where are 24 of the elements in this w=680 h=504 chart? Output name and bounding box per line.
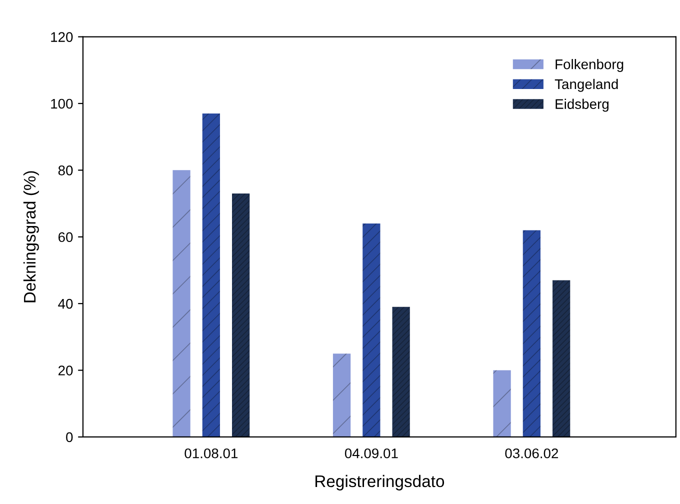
y-tick-label: 80 <box>58 166 73 176</box>
y-tick-label: 40 <box>58 298 73 309</box>
bar <box>332 354 351 437</box>
x-tick-label: 04.09.01 <box>344 448 398 458</box>
bar <box>522 230 540 437</box>
y-tick-label: 60 <box>58 232 73 242</box>
legend-label: Folkenborg <box>556 59 624 72</box>
y-tick-label: 0 <box>66 432 73 442</box>
bar <box>493 370 511 437</box>
bar <box>172 170 190 437</box>
bar <box>362 224 380 437</box>
bar <box>202 113 220 437</box>
y-axis-title: Dekningsgrad (%) <box>23 171 39 302</box>
x-axis-title: Registreringsdato <box>316 474 444 490</box>
x-tick-label: 03.06.02 <box>505 448 558 458</box>
y-tick-label: 120 <box>51 32 73 42</box>
y-tick-label: 100 <box>51 98 73 109</box>
x-tick-label: 01.08.01 <box>184 448 238 458</box>
legend-label: Eidsberg <box>556 98 608 112</box>
legend-label: Tangeland <box>554 78 618 92</box>
y-tick-label: 20 <box>58 366 73 376</box>
bar <box>392 306 410 437</box>
bar <box>232 194 250 437</box>
bar <box>552 280 570 437</box>
